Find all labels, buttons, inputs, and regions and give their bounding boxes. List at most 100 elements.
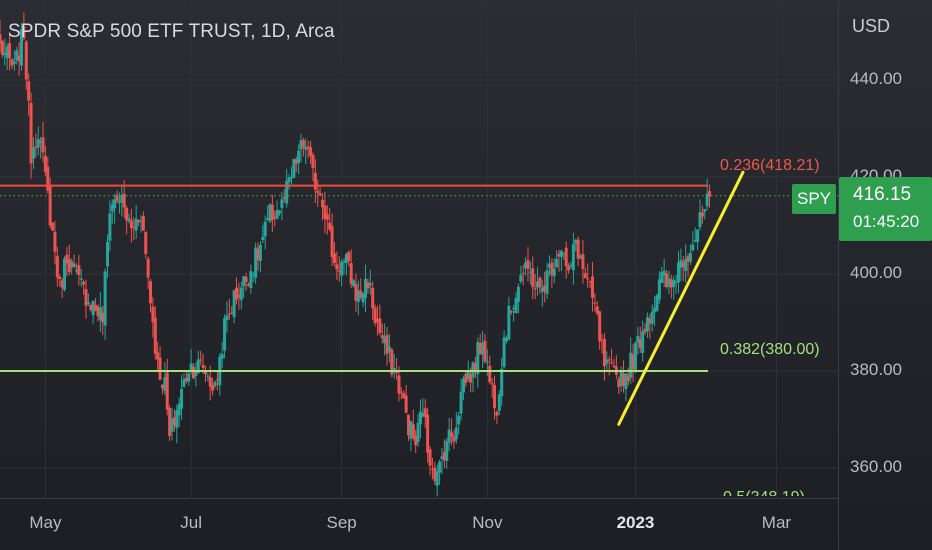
candle-body: [409, 421, 413, 439]
candle: [669, 274, 673, 299]
candle-body: [15, 50, 19, 61]
candle-body: [667, 278, 671, 287]
candle-body: [117, 201, 121, 203]
candle-body: [172, 417, 176, 426]
candle: [67, 244, 71, 276]
candle: [270, 194, 274, 233]
candle-body: [650, 311, 654, 324]
candle-body: [304, 146, 308, 150]
candle-body: [306, 146, 310, 149]
candle: [638, 326, 642, 353]
candle: [335, 251, 339, 280]
candle: [509, 310, 513, 315]
candle-body: [235, 287, 239, 300]
candle: [495, 410, 499, 424]
currency-label[interactable]: USD: [852, 16, 891, 36]
candle-body: [521, 272, 525, 274]
candle-body: [175, 410, 179, 428]
candle: [235, 277, 239, 305]
candle: [91, 300, 95, 325]
candle-body: [438, 461, 442, 473]
candle-body: [526, 260, 530, 269]
candle-body: [354, 283, 358, 301]
candle: [588, 280, 592, 288]
candle-body: [122, 193, 126, 208]
candle-body: [356, 290, 360, 302]
candle: [676, 251, 680, 294]
candle: [0, 39, 4, 58]
candle: [232, 289, 236, 324]
candle: [349, 249, 353, 288]
candle-body: [280, 199, 284, 208]
candle: [395, 358, 399, 380]
candle-body: [598, 311, 602, 342]
candle-body: [337, 270, 341, 272]
candle: [512, 304, 516, 322]
candle: [27, 73, 31, 116]
candle-body: [619, 370, 623, 386]
candle-body: [41, 137, 45, 153]
candle: [160, 384, 164, 395]
candle: [330, 213, 334, 266]
candle: [698, 199, 702, 231]
candle-body: [693, 239, 697, 242]
candle: [325, 205, 329, 235]
candle: [409, 420, 413, 452]
candle: [457, 411, 461, 435]
candle-body: [153, 317, 157, 354]
candle-body: [493, 384, 497, 409]
candle-body: [407, 414, 411, 436]
overlays: [0, 170, 838, 426]
candle: [180, 374, 184, 421]
bar-countdown: 01:45:20: [853, 212, 920, 231]
candle-body: [378, 318, 382, 333]
candle: [251, 272, 255, 283]
candle: [375, 305, 379, 336]
candle-body: [223, 318, 227, 351]
candle-body: [445, 441, 449, 461]
candle: [101, 305, 105, 336]
candle-body: [610, 362, 614, 364]
candle-body: [557, 253, 561, 257]
candle-body: [562, 252, 566, 254]
candle: [165, 358, 169, 416]
candle-body: [691, 244, 695, 251]
candle: [428, 446, 432, 476]
candle-body: [507, 305, 511, 340]
candle-body: [552, 268, 556, 277]
candle-body: [34, 146, 38, 148]
candle-body: [629, 352, 633, 378]
candle: [117, 192, 121, 214]
candle-body: [242, 276, 246, 287]
candle: [536, 267, 540, 296]
candle-body: [595, 306, 599, 314]
candle-body: [435, 471, 439, 486]
candle-body: [430, 468, 434, 470]
candle: [120, 184, 124, 217]
symbol-badge[interactable]: SPY: [792, 184, 836, 214]
candle-body: [74, 270, 78, 272]
candle-body: [278, 210, 282, 214]
candle-body: [146, 258, 150, 278]
candle: [478, 334, 482, 355]
candle-body: [688, 252, 692, 262]
price-tick-label: 360.00: [850, 457, 902, 476]
candle-body: [77, 265, 81, 276]
candle: [103, 268, 107, 340]
candle: [156, 341, 160, 370]
candle: [414, 429, 418, 454]
candle: [430, 457, 434, 480]
candle-body: [91, 300, 95, 316]
candle: [206, 372, 210, 382]
candle: [605, 351, 609, 370]
candle: [227, 299, 231, 320]
candle-body: [70, 261, 74, 268]
candle: [600, 334, 604, 354]
candle-body: [282, 197, 286, 199]
candle-body: [626, 375, 630, 382]
candle: [194, 362, 198, 387]
candle: [149, 278, 153, 313]
candle: [289, 166, 293, 185]
